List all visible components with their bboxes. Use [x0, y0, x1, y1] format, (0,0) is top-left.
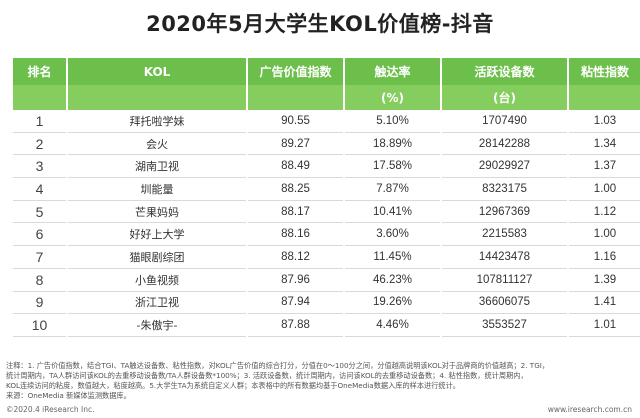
cell-reach-rate: 19.26% — [345, 292, 440, 315]
cell-stickiness-index: 1.37 — [569, 155, 640, 179]
cell-rank: 10 — [13, 314, 66, 337]
cell-reach-rate: 10.41% — [345, 201, 440, 224]
website-url: www.iresearch.com.cn — [547, 405, 632, 414]
note-line: KOL连续访问的粘度，数值越大，粘度越高。5.大学生TA为系统自定义人群；本表格… — [6, 381, 460, 390]
cell-stickiness-index: 1.41 — [569, 292, 640, 315]
note-line: 统计周期内，TA人群访问该KOL的去重移动设备数/TA人群设备数*100%；3.… — [6, 371, 528, 380]
cell-rank: 7 — [13, 246, 66, 269]
cell-reach-rate: 4.46% — [345, 314, 440, 337]
cell-rank: 8 — [13, 269, 66, 292]
cell-active-devices: 28142288 — [442, 133, 567, 156]
table-header-row: 排名 KOL 广告价值指数 触达率 活跃设备数 粘性指数 — [13, 58, 640, 85]
cell-active-devices: 36606075 — [442, 292, 567, 315]
cell-active-devices: 14423478 — [442, 246, 567, 269]
subheader-active-devices-unit: (台) — [442, 85, 567, 110]
cell-rank: 5 — [13, 201, 66, 224]
table-row: 7 猫眼剧综团 88.12 11.45% 14423478 1.16 — [13, 246, 640, 269]
cell-reach-rate: 11.45% — [345, 246, 440, 269]
cell-active-devices: 3553527 — [442, 314, 567, 337]
cell-stickiness-index: 1.00 — [569, 223, 640, 247]
cell-active-devices: 107811127 — [442, 269, 567, 292]
cell-ad-value-index: 87.88 — [248, 314, 343, 337]
table-subheader-row: (%) (台) — [13, 85, 640, 110]
header-rank: 排名 — [13, 58, 66, 85]
cell-ad-value-index: 88.16 — [248, 223, 343, 247]
cell-kol-name: 会火 — [68, 133, 246, 156]
page-title: 2020年5月大学生KOL价值榜-抖音 — [146, 12, 494, 36]
table-row: 9 浙江卫视 87.94 19.26% 36606075 1.41 — [13, 292, 640, 315]
cell-ad-value-index: 88.25 — [248, 178, 343, 201]
kol-ranking-table: 排名 KOL 广告价值指数 触达率 活跃设备数 粘性指数 (%) (台) 1 拜托… — [11, 58, 640, 337]
cell-rank: 6 — [13, 223, 66, 247]
subheader-ad-value-index — [248, 85, 343, 110]
header-active-devices: 活跃设备数 — [442, 58, 567, 85]
cell-stickiness-index: 1.39 — [569, 269, 640, 292]
copyright: ©2020.4 iResearch Inc. — [6, 405, 95, 414]
cell-stickiness-index: 1.16 — [569, 246, 640, 269]
cell-active-devices: 1707490 — [442, 110, 567, 133]
cell-reach-rate: 46.23% — [345, 269, 440, 292]
subheader-reach-rate-unit: (%) — [345, 85, 440, 110]
cell-kol-name: 浙江卫视 — [68, 292, 246, 315]
cell-reach-rate: 17.58% — [345, 155, 440, 179]
cell-rank: 9 — [13, 292, 66, 315]
cell-reach-rate: 7.87% — [345, 178, 440, 201]
cell-rank: 2 — [13, 133, 66, 156]
cell-ad-value-index: 90.55 — [248, 110, 343, 133]
cell-stickiness-index: 1.34 — [569, 133, 640, 156]
cell-ad-value-index: 88.17 — [248, 201, 343, 224]
cell-stickiness-index: 1.00 — [569, 178, 640, 201]
cell-kol-name: 好好上大学 — [68, 223, 246, 247]
cell-rank: 4 — [13, 178, 66, 201]
cell-active-devices: 8323175 — [442, 178, 567, 201]
cell-ad-value-index: 88.12 — [248, 246, 343, 269]
cell-kol-name: 湖南卫视 — [68, 155, 246, 179]
cell-kol-name: 芒果妈妈 — [68, 201, 246, 224]
cell-rank: 3 — [13, 155, 66, 179]
cell-ad-value-index: 87.96 — [248, 269, 343, 292]
cell-reach-rate: 3.60% — [345, 223, 440, 247]
table-row: 4 圳能量 88.25 7.87% 8323175 1.00 — [13, 178, 640, 201]
subheader-kol — [68, 85, 246, 110]
subheader-stickiness-index — [569, 85, 640, 110]
source-line: 来源：OneMedia 新媒体监测数据库。 — [6, 391, 131, 400]
header-stickiness-index: 粘性指数 — [569, 58, 640, 85]
cell-stickiness-index: 1.12 — [569, 201, 640, 224]
table-row: 2 会火 89.27 18.89% 28142288 1.34 — [13, 133, 640, 156]
cell-reach-rate: 18.89% — [345, 133, 440, 156]
table-row: 8 小鱼视频 87.96 46.23% 107811127 1.39 — [13, 269, 640, 292]
cell-active-devices: 2215583 — [442, 223, 567, 247]
table-row: 1 拜托啦学妹 90.55 5.10% 1707490 1.03 — [13, 110, 640, 133]
header-kol: KOL — [68, 58, 246, 85]
table-notes: 注释：1. 广告价值指数，结合TGI、TA触达设备数、粘性指数，对KOL广告价值… — [6, 361, 634, 401]
table-row: 3 湖南卫视 88.49 17.58% 29029927 1.37 — [13, 155, 640, 179]
cell-reach-rate: 5.10% — [345, 110, 440, 133]
cell-stickiness-index: 1.01 — [569, 314, 640, 337]
cell-rank: 1 — [13, 110, 66, 133]
cell-ad-value-index: 89.27 — [248, 133, 343, 156]
cell-kol-name: 拜托啦学妹 — [68, 110, 246, 133]
cell-kol-name: -朱傲宇- — [68, 314, 246, 337]
subheader-rank — [13, 85, 66, 110]
header-ad-value-index: 广告价值指数 — [248, 58, 343, 85]
cell-active-devices: 12967369 — [442, 201, 567, 224]
cell-ad-value-index: 87.94 — [248, 292, 343, 315]
cell-stickiness-index: 1.03 — [569, 110, 640, 133]
cell-kol-name: 圳能量 — [68, 178, 246, 201]
cell-active-devices: 29029927 — [442, 155, 567, 179]
header-reach-rate: 触达率 — [345, 58, 440, 85]
table-row: 10 -朱傲宇- 87.88 4.46% 3553527 1.01 — [13, 314, 640, 337]
table-row: 5 芒果妈妈 88.17 10.41% 12967369 1.12 — [13, 201, 640, 224]
table-row: 6 好好上大学 88.16 3.60% 2215583 1.00 — [13, 223, 640, 247]
cell-ad-value-index: 88.49 — [248, 155, 343, 179]
note-line: 注释：1. 广告价值指数，结合TGI、TA触达设备数、粘性指数，对KOL广告价值… — [6, 361, 550, 370]
cell-kol-name: 猫眼剧综团 — [68, 246, 246, 269]
cell-kol-name: 小鱼视频 — [68, 269, 246, 292]
